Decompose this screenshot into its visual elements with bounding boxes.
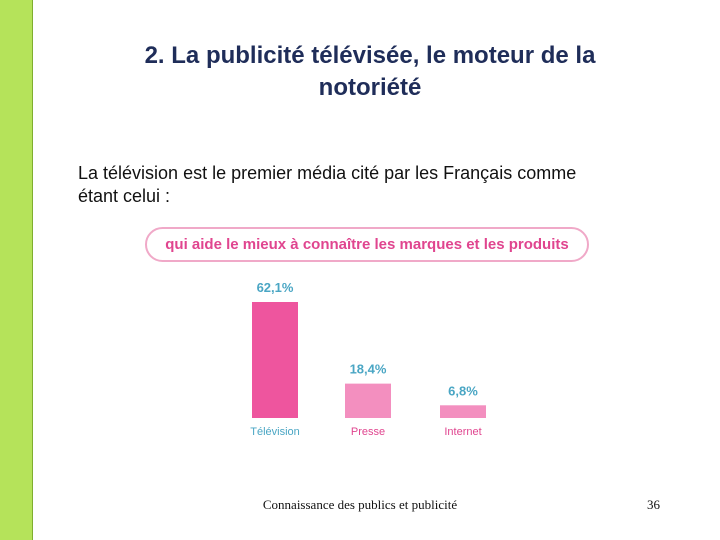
- chart-title-pill: qui aide le mieux à connaître les marque…: [145, 227, 589, 262]
- slide-title: 2. La publicité télévisée, le moteur de …: [60, 40, 680, 104]
- intro-text-line-2: étant celui :: [78, 186, 171, 206]
- slide-title-line-2: notoriété: [318, 74, 422, 101]
- intro-text: La télévision est le premier média cité …: [78, 162, 678, 208]
- slide-title-line-1: 2. La publicité télévisée, le moteur de …: [144, 42, 596, 69]
- category-label-0: Télévision: [250, 426, 300, 438]
- value-label-0: 62,1%: [257, 280, 294, 295]
- value-label-2: 6,8%: [448, 383, 478, 398]
- category-label-1: Presse: [351, 426, 385, 438]
- bar-1: [345, 383, 391, 418]
- page-number: 36: [647, 497, 660, 512]
- bar-chart: 62,1% Télévision 18,4% Presse 6,8% Internet: [250, 280, 486, 438]
- chart-title: qui aide le mieux à connaître les marque…: [165, 236, 569, 253]
- bar-0: [252, 302, 298, 418]
- value-label-1: 18,4%: [350, 362, 387, 377]
- left-accent-bar: [0, 0, 33, 540]
- footer-text: Connaissance des publics et publicité: [262, 497, 458, 512]
- category-label-2: Internet: [444, 426, 481, 438]
- intro-text-line-1: La télévision est le premier média cité …: [78, 163, 577, 183]
- bar-2: [440, 405, 486, 418]
